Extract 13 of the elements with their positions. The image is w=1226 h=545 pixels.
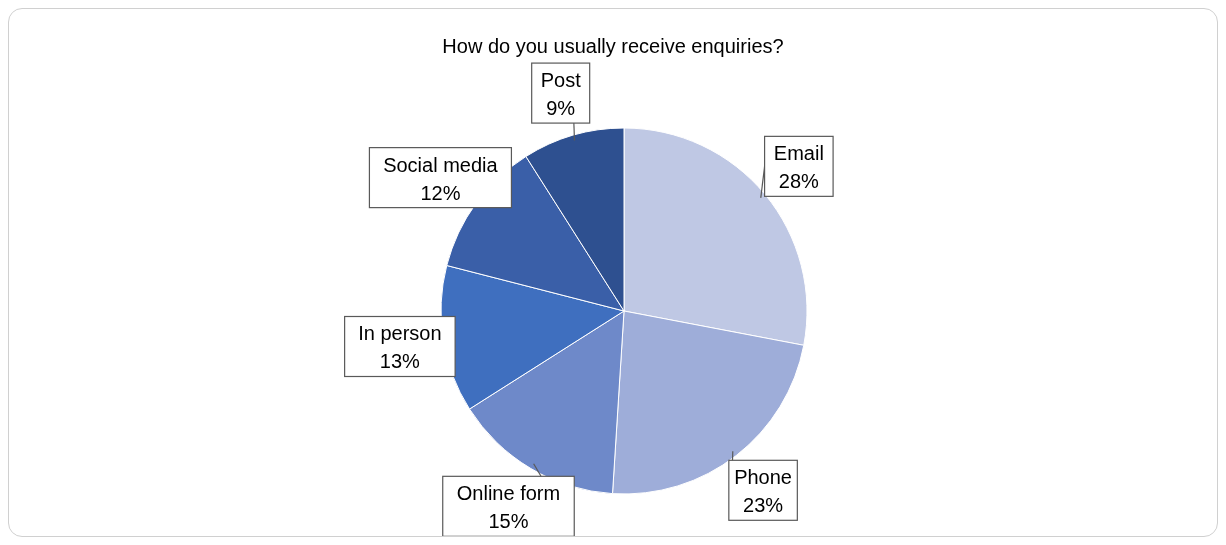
data-label: 28% <box>778 170 820 193</box>
slice-label: Email <box>773 142 824 165</box>
data-label: 9% <box>546 97 576 120</box>
data-label: 15% <box>488 510 529 533</box>
data-label: 13% <box>379 350 421 373</box>
slice-label: Online form <box>456 482 561 505</box>
slice-label: In person <box>358 322 442 345</box>
slice-label: Post <box>540 69 582 92</box>
slice-label: Social media <box>383 153 499 176</box>
chart-title: How do you usually receive enquiries? <box>441 35 785 58</box>
data-label: 23% <box>743 494 784 517</box>
slice-label: Phone <box>734 466 792 489</box>
data-label: 12% <box>420 181 461 204</box>
